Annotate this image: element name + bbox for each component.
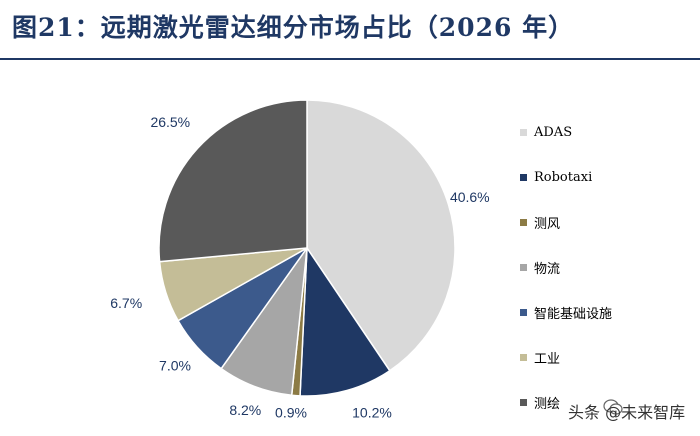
data-label-1: 10.2% xyxy=(352,405,392,421)
legend-swatch xyxy=(520,354,527,361)
pie-slice-0 xyxy=(306,99,456,372)
chart-title: 图21：远期激光雷达细分市场占比（2026 年） xyxy=(12,13,575,42)
data-label-6: 26.5% xyxy=(150,114,190,130)
watermark-text: 头条 @未来智库 xyxy=(568,403,686,422)
legend-label: Robotaxi xyxy=(534,170,593,185)
legend-label: 物流 xyxy=(534,262,561,277)
pie-slice-6 xyxy=(158,99,308,263)
data-label-4: 7.0% xyxy=(159,358,191,374)
data-label-3: 8.2% xyxy=(229,402,261,418)
legend-item-1: Robotaxi xyxy=(520,155,612,200)
legend-swatch xyxy=(520,219,527,226)
legend-swatch xyxy=(520,174,527,181)
data-label-2: 0.9% xyxy=(275,405,307,421)
data-label-0: 40.6% xyxy=(450,189,490,205)
data-label-5: 6.7% xyxy=(110,295,142,311)
legend-swatch xyxy=(520,309,527,316)
legend-item-5: 工业 xyxy=(520,335,612,380)
chart-legend: ADAS Robotaxi 测风物流智能基础设施 工业测绘 xyxy=(520,110,612,425)
legend-swatch xyxy=(520,399,527,406)
legend-label: 工业 xyxy=(534,352,561,367)
legend-label: 测绘 xyxy=(534,397,561,412)
legend-item-2: 测风 xyxy=(520,200,612,245)
wechat-icon xyxy=(603,399,623,415)
title-divider xyxy=(0,58,700,60)
legend-label: 智能基础设施 xyxy=(534,307,613,322)
legend-label: 测风 xyxy=(534,217,561,232)
legend-item-3: 物流 xyxy=(520,245,612,290)
pie-slice-1 xyxy=(299,245,391,397)
legend-item-0: ADAS xyxy=(520,110,612,155)
legend-swatch xyxy=(520,264,527,271)
legend-item-4: 智能基础设施 xyxy=(520,290,612,335)
legend-label: ADAS xyxy=(534,125,573,140)
legend-item-6: 测绘 xyxy=(520,380,612,425)
legend-swatch xyxy=(520,129,527,136)
